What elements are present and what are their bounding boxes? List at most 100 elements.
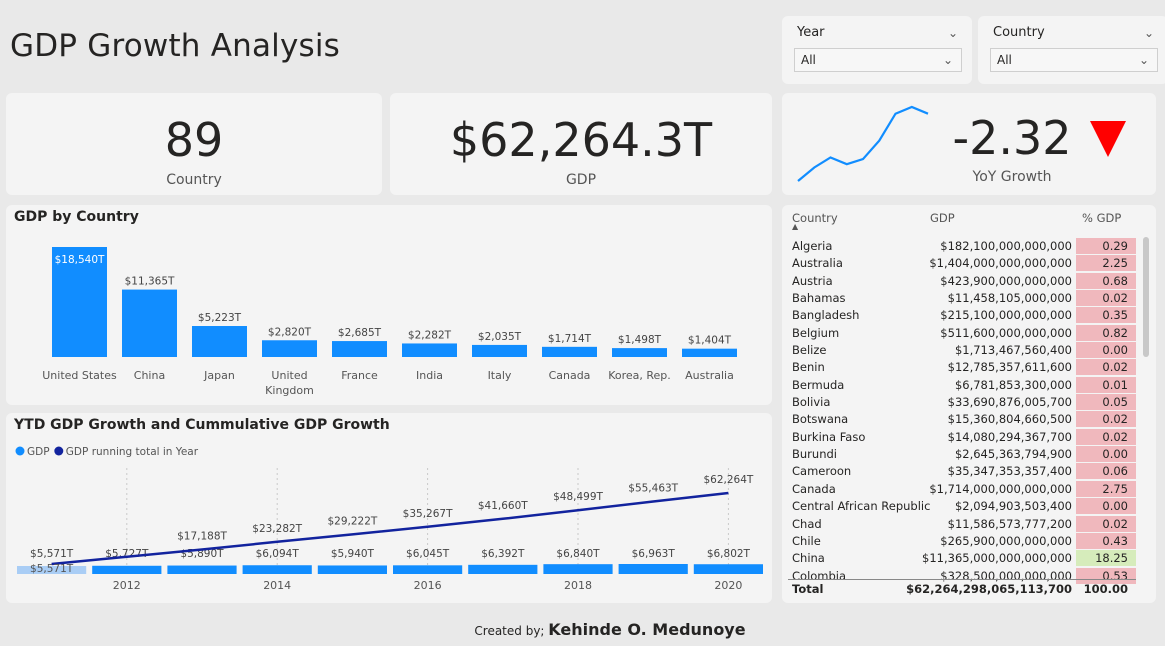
- table-row[interactable]: Canada $1,714,000,000,000,000 2.75: [788, 480, 1136, 498]
- country-dropdown[interactable]: All ⌄: [990, 48, 1158, 72]
- cell-pct-gdp: 0.02: [1076, 428, 1136, 445]
- total-label: Total: [792, 582, 824, 596]
- cell-gdp: $11,458,105,000,000: [947, 291, 1072, 306]
- line-value-label: $62,264T: [703, 474, 753, 486]
- gdp-by-country-chart[interactable]: GDP by Country $18,540T United States $11,…: [6, 205, 772, 405]
- cell-country: Australia: [792, 256, 843, 271]
- ytd-gdp-growth-chart[interactable]: YTD GDP Growth and Cummulative GDP Growt…: [6, 413, 772, 603]
- header-country[interactable]: Country: [792, 211, 838, 225]
- chevron-down-icon[interactable]: ⌄: [947, 26, 958, 40]
- bar-canada: [542, 346, 597, 357]
- cell-pct-gdp: 0.29: [1076, 238, 1136, 254]
- bar-value-label: $2,685T: [338, 327, 382, 339]
- category-label: Kingdom: [265, 384, 314, 397]
- country-count-card[interactable]: 89 Country: [6, 93, 382, 195]
- gdp-bar: [167, 565, 237, 574]
- table-total-row: Total $62,264,298,065,113,700 100.00: [788, 579, 1136, 597]
- legend-label: GDP: [27, 446, 50, 458]
- bar-australia: [682, 348, 737, 357]
- bar-value-label: $5,571T: [30, 548, 74, 560]
- header-gdp[interactable]: GDP: [930, 211, 955, 225]
- category-label: Italy: [488, 369, 512, 382]
- table-row[interactable]: Cameroon $35,347,353,357,400 0.06: [788, 463, 1136, 480]
- chevron-down-icon[interactable]: ⌄: [1143, 26, 1154, 40]
- gdp-card[interactable]: $62,264.3T GDP: [390, 93, 772, 195]
- table-row[interactable]: China $11,365,000,000,000,000 18.25: [788, 550, 1136, 567]
- table-row[interactable]: Algeria $182,100,000,000,000 0.29: [788, 238, 1136, 255]
- total-pct: 100.00: [1083, 582, 1128, 596]
- cell-gdp: $265,900,000,000,000: [940, 533, 1072, 548]
- bar-value-label: $6,963T: [632, 548, 676, 560]
- cell-country: Algeria: [792, 239, 833, 253]
- year-dropdown[interactable]: All ⌄: [794, 48, 962, 72]
- table-row[interactable]: Bermuda $6,781,853,300,000 0.01: [788, 376, 1136, 394]
- bar-china: [122, 289, 177, 357]
- table-row[interactable]: Bahamas $11,458,105,000,000 0.02: [788, 290, 1136, 307]
- cell-country: Austria: [792, 273, 833, 288]
- bar-value-label: $1,404T: [688, 335, 732, 347]
- cell-pct-gdp: 0.02: [1076, 515, 1136, 532]
- category-label: Canada: [549, 369, 591, 382]
- sort-asc-icon: ▲: [792, 222, 799, 231]
- bar-united-states: [52, 247, 107, 357]
- table-row[interactable]: Australia $1,404,000,000,000,000 2.25: [788, 255, 1136, 272]
- table-scrollbar[interactable]: [1142, 235, 1150, 575]
- cell-country: Chad: [792, 516, 822, 531]
- gdp-bar: [17, 565, 87, 574]
- yoy-growth-card[interactable]: -2.32 YoY Growth: [782, 93, 1156, 195]
- table-row[interactable]: Chad $11,586,573,777,200 0.02: [788, 515, 1136, 533]
- chart-title: GDP by Country: [14, 209, 139, 225]
- gdp-bar: [317, 565, 387, 574]
- table-row[interactable]: Chile $265,900,000,000,000 0.43: [788, 532, 1136, 550]
- line-value-label: $17,188T: [177, 530, 227, 542]
- cell-country: Chile: [792, 533, 821, 548]
- cell-country: Burkina Faso: [792, 429, 866, 444]
- legend-marker: [54, 446, 64, 456]
- cell-gdp: $1,714,000,000,000,000: [929, 481, 1072, 496]
- cell-gdp: $35,347,353,357,400: [947, 464, 1072, 479]
- table-row[interactable]: Benin $12,785,357,611,600 0.02: [788, 359, 1136, 376]
- category-label: United: [271, 369, 307, 382]
- cell-gdp: $11,586,573,777,200: [947, 516, 1072, 531]
- cell-country: Canada: [792, 481, 836, 496]
- cell-gdp: $1,713,467,560,400: [954, 343, 1072, 358]
- gdp-table[interactable]: Country ▲ GDP % GDP Algeria $182,100,000,…: [782, 205, 1156, 603]
- bar-value-label: $1,714T: [548, 333, 592, 345]
- cell-gdp: $12,785,357,611,600: [947, 360, 1072, 375]
- table-row[interactable]: Austria $423,900,000,000,000 0.68: [788, 272, 1136, 290]
- chart-title: YTD GDP Growth and Cummulative GDP Growt…: [14, 417, 390, 433]
- cell-pct-gdp: 0.00: [1076, 498, 1136, 515]
- cell-pct-gdp: 0.05: [1076, 394, 1136, 411]
- table-row[interactable]: Belize $1,713,467,560,400 0.00: [788, 342, 1136, 359]
- x-tick-label: 2012: [113, 579, 141, 592]
- category-label: Japan: [203, 369, 235, 382]
- bar-value-label: $18,540T: [55, 254, 105, 266]
- country-count-label: Country: [166, 172, 222, 188]
- x-tick-label: 2014: [263, 579, 291, 592]
- table-row[interactable]: Bolivia $33,690,876,005,700 0.05: [788, 394, 1136, 411]
- bar-value-label: $6,094T: [256, 548, 300, 560]
- cell-country: Bolivia: [792, 395, 831, 410]
- page-title: GDP Growth Analysis: [10, 28, 341, 64]
- cell-country: Cameroon: [792, 464, 852, 479]
- cell-country: Benin: [792, 360, 825, 375]
- scrollbar-thumb[interactable]: [1143, 237, 1149, 357]
- bar-united-kingdom: [262, 340, 317, 357]
- line-value-label: $29,222T: [327, 515, 377, 527]
- table-row[interactable]: Burundi $2,645,363,794,900 0.00: [788, 446, 1136, 463]
- table-row[interactable]: Burkina Faso $14,080,294,367,700 0.02: [788, 428, 1136, 446]
- bar-japan: [192, 326, 247, 357]
- cell-country: Burundi: [792, 447, 837, 462]
- category-label: France: [341, 369, 378, 382]
- table-row[interactable]: Bangladesh $215,100,000,000,000 0.35: [788, 307, 1136, 324]
- legend-marker: [15, 446, 25, 456]
- table-row[interactable]: Botswana $15,360,804,660,500 0.02: [788, 411, 1136, 428]
- table-row[interactable]: Belgium $511,600,000,000,000 0.82: [788, 324, 1136, 342]
- table-row[interactable]: Central African Republic $2,094,903,503,4…: [788, 498, 1136, 515]
- header-pct-gdp[interactable]: % GDP: [1082, 211, 1122, 225]
- line-value-label: $55,463T: [628, 483, 678, 495]
- down-triangle-icon: [1090, 121, 1126, 157]
- cell-gdp: $6,781,853,300,000: [954, 377, 1072, 392]
- gdp-bar: [92, 565, 162, 574]
- cell-gdp: $2,645,363,794,900: [954, 447, 1072, 462]
